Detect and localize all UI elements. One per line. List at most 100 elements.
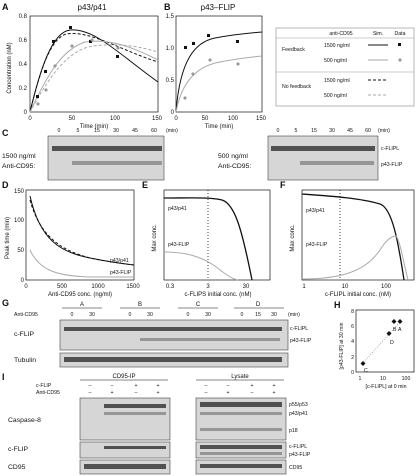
legend-diamond (398, 58, 402, 62)
legend-head-sim: Sim. (373, 31, 383, 37)
panel-e-frame (163, 189, 271, 281)
band (140, 338, 280, 341)
pm: – (111, 383, 114, 389)
band (84, 464, 166, 469)
curve-p43flip (301, 235, 409, 281)
lane-time: 0 (58, 128, 61, 134)
band-label-cd95: CD95 (289, 465, 302, 471)
panel-i-row-casp8: Caspase-8 (8, 417, 41, 424)
panel-g-row1: c-FLIP (14, 331, 34, 338)
band-label-p55: p55/p53 (289, 402, 308, 408)
panel-h-xlabel: [c-FLIPL] at 0 min (366, 384, 407, 390)
point-label: A (398, 327, 402, 333)
panel-a-letter: A (2, 2, 9, 12)
point-label: B (393, 327, 397, 333)
panel-c-right-label1: 500 ng/ml (218, 153, 248, 160)
point (70, 44, 74, 48)
tick: 1.0 (166, 46, 175, 52)
point (44, 88, 48, 92)
pm: + (272, 383, 275, 389)
tick: 30 (243, 284, 250, 290)
panel-f-lab2: p43-FLIP (306, 242, 328, 248)
pm: – (251, 390, 254, 396)
lane-time: 45 (132, 128, 138, 134)
panel-a: A p43/p41 Concentration (nM) 0 0.2 0.4 0… (2, 2, 163, 130)
panel-f-ylabel: Max conc. (290, 224, 296, 252)
curve-feedback-1500 (29, 29, 159, 113)
tick: 50 (202, 116, 209, 122)
lane-time: 5 (295, 128, 298, 134)
curve-nofeedback-1500 (29, 32, 159, 113)
panel-a-xlabel: Time (min) (80, 124, 108, 130)
point-label: D (390, 340, 394, 346)
tick: 150 (14, 189, 25, 195)
legend-head-anti: anti-CD95 (329, 31, 352, 37)
point (89, 40, 92, 43)
panel-h-ylabel: [p43-FLIP] at 30 min (339, 322, 345, 369)
panel-h-frame (355, 309, 415, 373)
tick: 0 (28, 116, 32, 122)
panel-d: D Peak time (min) 0 50 100 150 0 500 100… (2, 180, 140, 298)
pm: – (205, 390, 208, 396)
tick: 100 (110, 116, 121, 122)
point (36, 102, 40, 106)
point (184, 46, 187, 49)
tick: 500 (57, 284, 68, 290)
panel-d-frame (25, 189, 135, 281)
pm: + (272, 390, 275, 396)
tick: 4 (351, 339, 354, 345)
band-label-p43flip: p43-FLIP (290, 338, 312, 344)
curve-p43p41 (29, 195, 135, 266)
panel-c-unit-l: (min) (166, 128, 178, 134)
panel-i-row-cd95: CD95 (8, 464, 26, 471)
tick: 10 (380, 376, 386, 382)
tick: 0 (171, 110, 175, 116)
band-label-p43: p43/p41 (289, 411, 308, 417)
panel-c-letter: C (2, 128, 9, 138)
panel-c: C 1500 ng/ml Anti-CD95: 0 5 15 30 45 60 … (2, 128, 403, 181)
point (236, 40, 239, 43)
legend-nofeedback: No feedback (282, 84, 312, 90)
band (200, 412, 282, 415)
blot-i-ip-cflip (79, 441, 171, 459)
panel-i: I CD95-IP Lysate c-FLIP Anti-CD95 – – + … (2, 372, 311, 475)
lane-time: 15 (311, 128, 317, 134)
panel-a-title: p43/p41 (78, 3, 107, 12)
tick: 150 (152, 116, 163, 122)
band (104, 404, 166, 408)
tick: 0 (24, 284, 28, 290)
legend-c1500b: 1500 ng/ml (324, 78, 350, 84)
point-label: C (364, 368, 368, 374)
pm: + (156, 383, 159, 389)
panel-g: G A B C D Anti-CD95 0 30 0 30 0 30 0 15 … (2, 298, 312, 368)
panel-a-frame (29, 15, 159, 113)
tick: 1.5 (166, 14, 175, 20)
lane-time: 60 (365, 128, 371, 134)
legend-c500b: 500 ng/ml (324, 93, 347, 99)
curve-p43flip (29, 249, 134, 278)
pm: – (89, 390, 92, 396)
point (116, 55, 119, 58)
tick: 100 (228, 116, 239, 122)
tick: 1 (359, 376, 362, 382)
tick: 0 (174, 116, 178, 122)
points-500 (36, 38, 120, 106)
panel-c-left-label2: Anti-CD95: (2, 163, 35, 170)
lane-time: 5 (77, 128, 80, 134)
panel-f-xlabel: c-FLIPL initial conc. (nM) (325, 292, 391, 298)
band (200, 445, 282, 449)
point (116, 46, 120, 50)
group-label: B (138, 302, 142, 308)
panel-g-unit: (min) (288, 312, 300, 318)
point (53, 64, 57, 68)
tick: 0 (21, 278, 25, 284)
panel-a-ylabel: Concentration (nM) (7, 42, 13, 93)
point (69, 26, 72, 29)
band (200, 452, 282, 455)
lane-time: 15 (94, 128, 100, 134)
blot-i-lys-cflip (195, 441, 287, 459)
tick: 8 (351, 309, 354, 315)
band (64, 327, 282, 331)
tick: 100 (402, 376, 411, 382)
tick: 0.3 (166, 284, 175, 290)
